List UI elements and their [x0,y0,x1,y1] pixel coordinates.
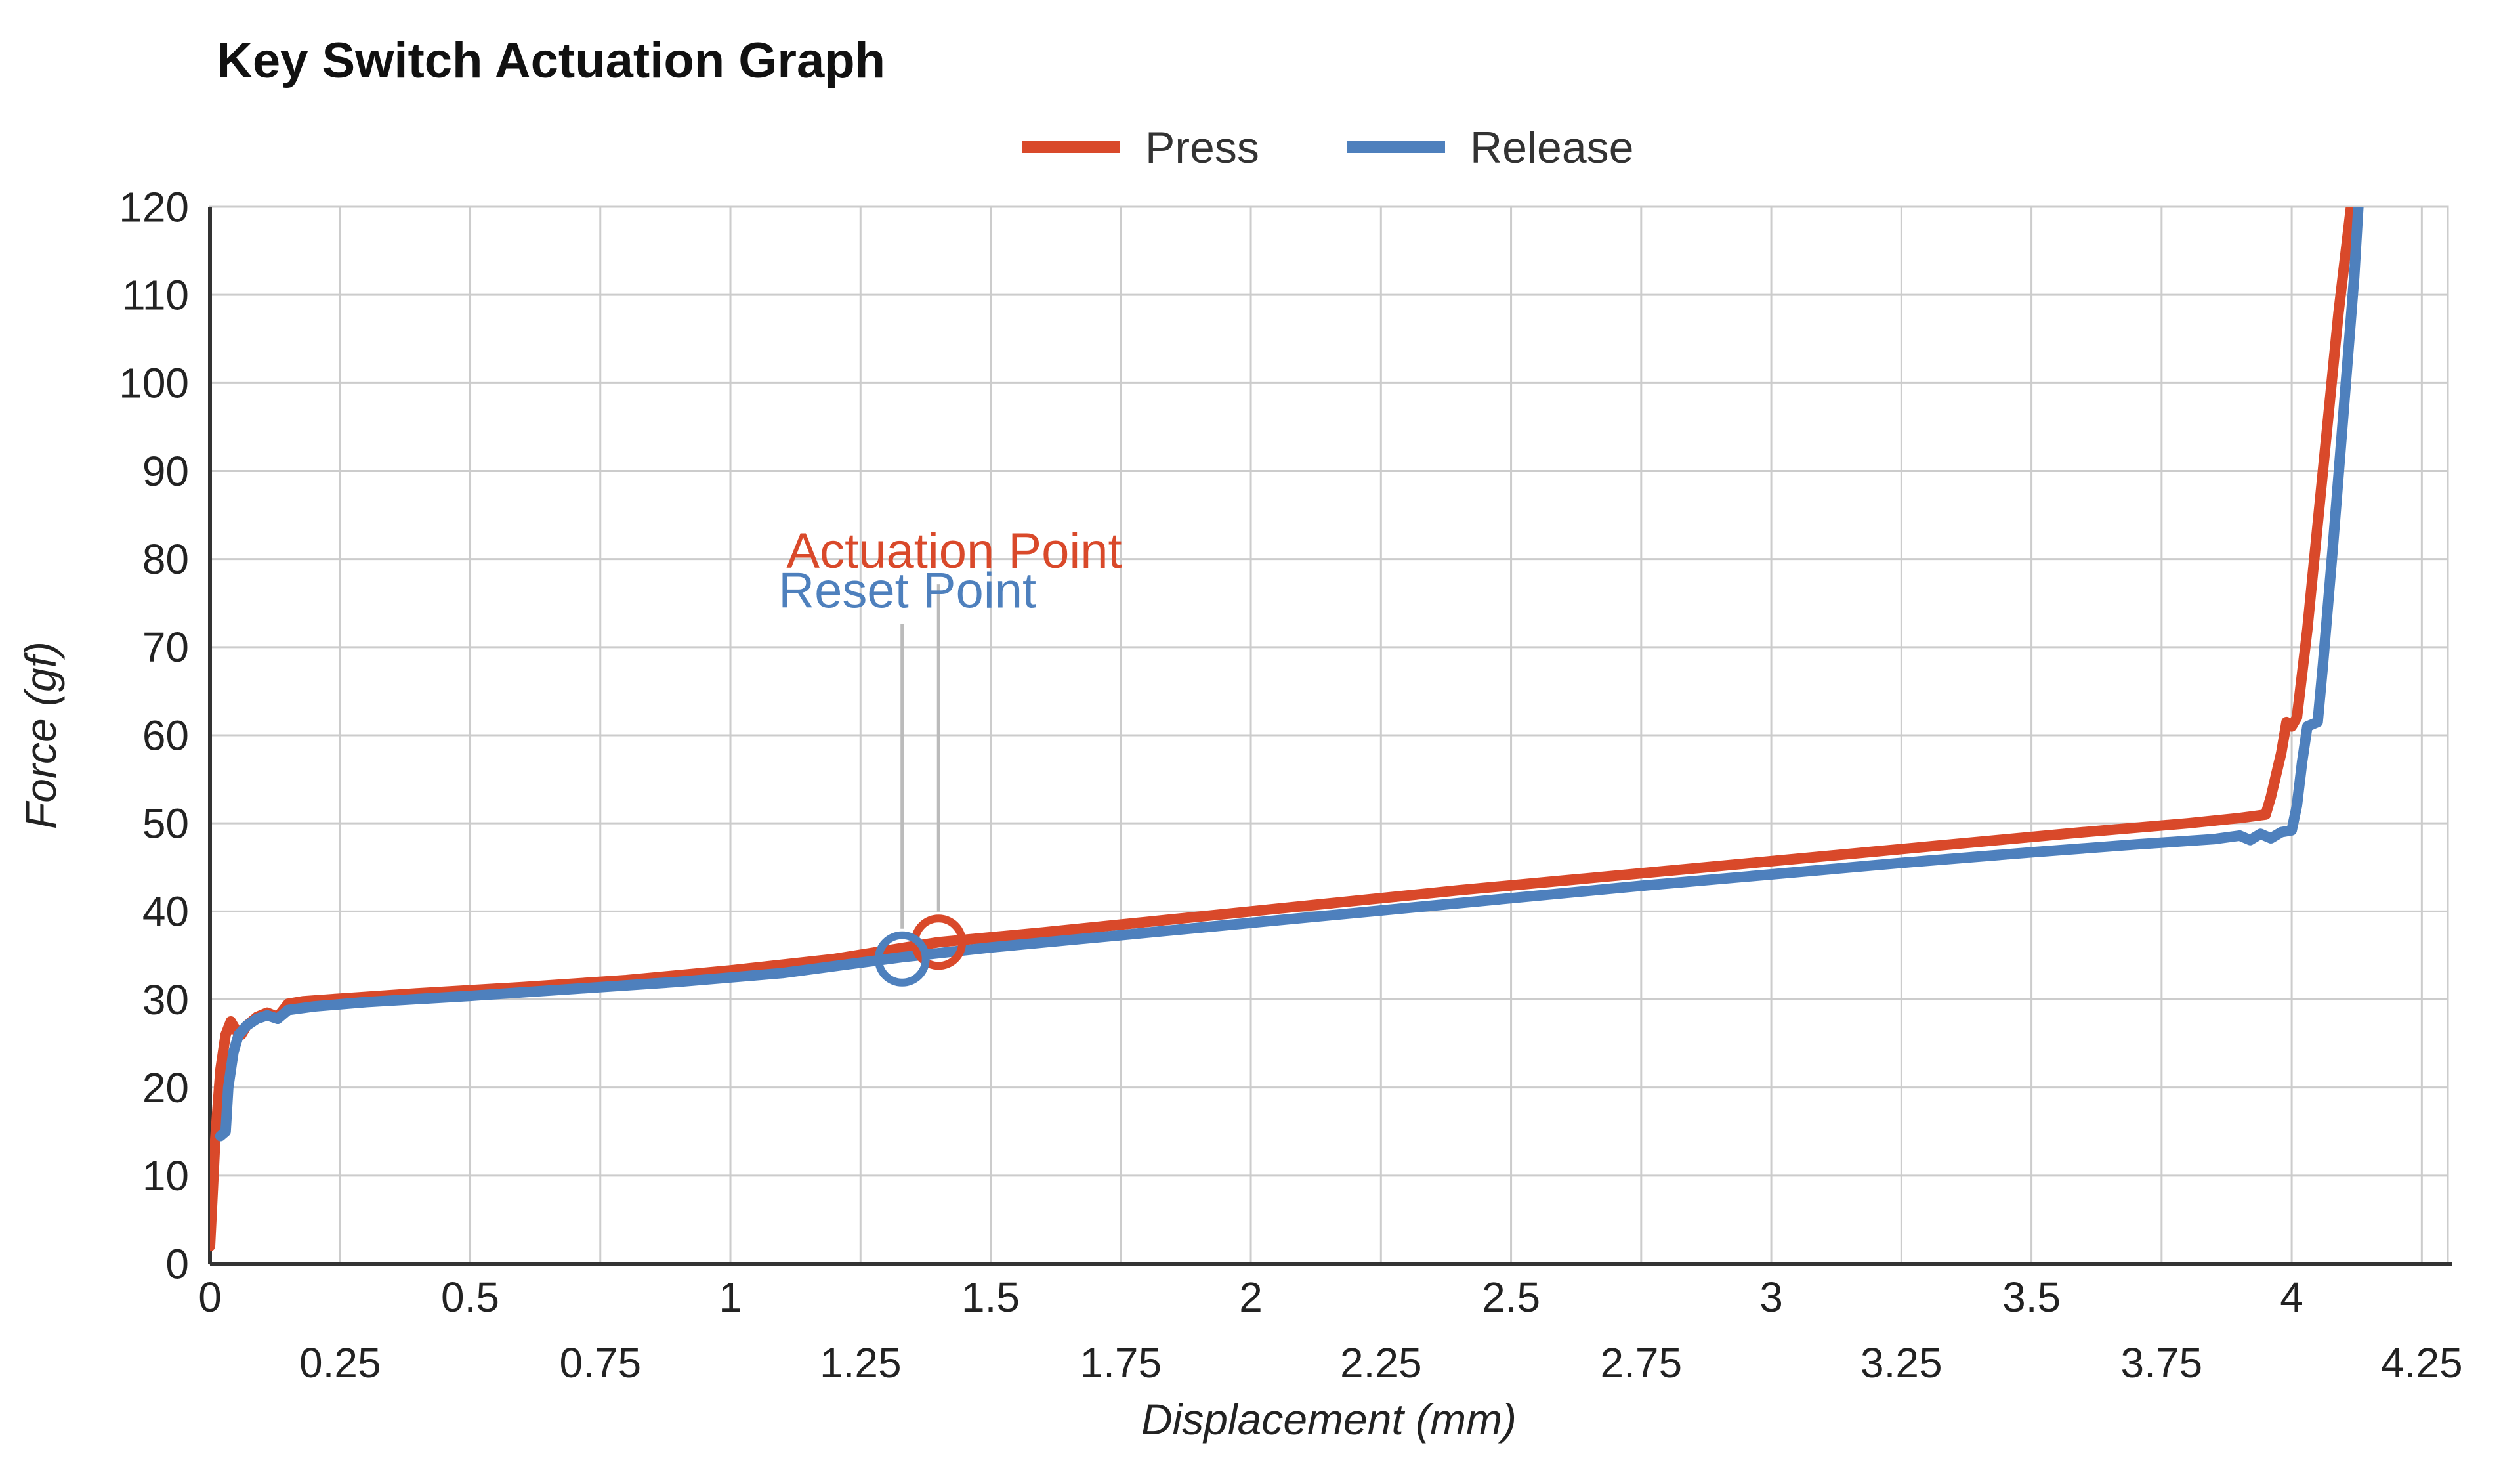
x-tick-label: 3.25 [1860,1339,1942,1386]
x-tick-label: 2.75 [1601,1339,1683,1386]
y-tick-label: 20 [142,1064,189,1111]
x-tick-label: 2.5 [1482,1274,1540,1321]
x-tick-label: 4 [2280,1274,2303,1321]
reset-point-label: Reset Point [778,563,1036,618]
series-lines [210,207,2364,1252]
y-tick-label: 90 [142,448,189,495]
y-tick-label: 40 [142,888,189,935]
x-axis-title: Displacement (mm) [1141,1395,1517,1444]
annotation-marker-circle [874,931,930,987]
y-tick-label: 70 [142,624,189,671]
x-tick-label: 3 [1759,1274,1783,1321]
x-tick-label: 1 [719,1274,742,1321]
y-tick-label: 100 [119,360,189,407]
axis-lines [208,207,2452,1266]
y-tick-label: 60 [142,712,189,759]
actuation-point-label: Actuation Point [786,523,1122,579]
y-tick-label: 80 [142,536,189,583]
tick-labels: 0 0.25 0.5 0.75 1 1.25 1.5 1.75 2 2.25 2.5 2.75 3 3.2… [119,183,2462,1386]
y-tick-label: 50 [142,800,189,847]
x-tick-label: 1.25 [820,1339,902,1386]
gridlines [209,205,2448,1265]
y-tick-label: 30 [142,976,189,1023]
legend: Press Release [1022,123,1634,173]
x-tick-label: 3.75 [2121,1339,2203,1386]
x-tick-label: 0.5 [441,1274,499,1321]
chart-title: Key Switch Actuation Graph [217,33,885,89]
y-axis-title: Force (gf) [16,641,65,829]
y-tick-label: 10 [142,1152,189,1199]
legend-press-label: Press [1145,123,1259,173]
annotation-markers [874,584,967,987]
x-tick-label: 1.75 [1080,1339,1162,1386]
y-tick-label: 120 [119,183,189,230]
x-tick-label: 4.25 [2381,1339,2463,1386]
series-line-press [210,207,2357,1252]
series-line-release [215,207,2364,1142]
x-tick-label: 1.5 [961,1274,1020,1321]
x-tick-label: 0 [198,1274,222,1321]
x-tick-label: 0.25 [299,1339,381,1386]
x-tick-label: 0.75 [559,1339,641,1386]
y-tick-label: 0 [165,1240,189,1287]
x-tick-label: 2.25 [1340,1339,1422,1386]
x-tick-label: 2 [1239,1274,1263,1321]
legend-release-label: Release [1470,123,1634,173]
y-tick-label: 110 [122,272,189,319]
x-tick-label: 3.5 [2002,1274,2061,1321]
